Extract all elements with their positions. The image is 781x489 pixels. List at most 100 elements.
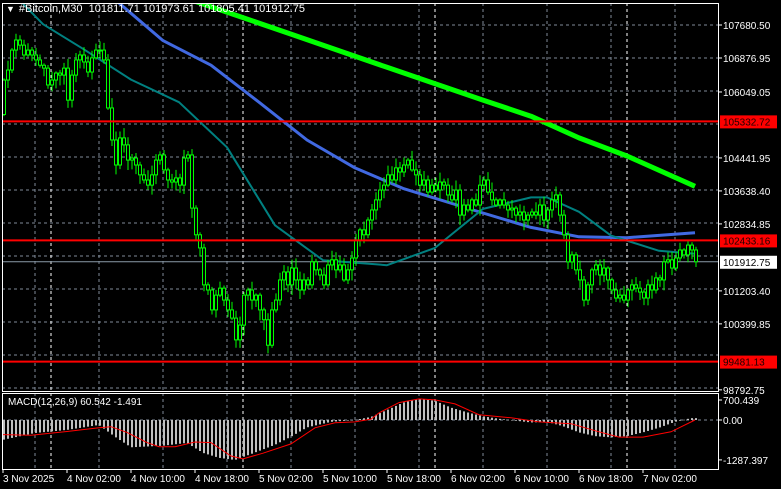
macd-histogram-bar xyxy=(163,420,165,446)
candle-body xyxy=(90,57,94,73)
candle-body xyxy=(14,39,18,51)
candle xyxy=(406,157,410,169)
macd-histogram-bar xyxy=(695,418,697,420)
candle xyxy=(350,251,354,281)
y-axis-label: 107680.50 xyxy=(723,21,771,32)
macd-histogram-bar xyxy=(399,404,401,420)
macd-histogram-bar xyxy=(303,420,305,430)
macd-histogram-bar xyxy=(323,420,325,424)
candle xyxy=(590,267,594,294)
candle-body xyxy=(102,49,106,61)
candle xyxy=(142,168,146,184)
candle-body xyxy=(142,174,146,181)
candle xyxy=(22,39,26,60)
macd-histogram-bar xyxy=(411,400,413,420)
macd-histogram-bar xyxy=(363,418,365,420)
macd-label: MACD(12,26,9) 60.542 -1.491 xyxy=(8,397,142,408)
candle xyxy=(86,55,90,78)
x-axis-label: 6 Nov 10:00 xyxy=(515,474,569,485)
macd-histogram-bar xyxy=(15,420,17,438)
candle xyxy=(302,273,306,295)
macd-histogram-bar xyxy=(503,419,505,420)
macd-histogram-bar xyxy=(499,418,501,420)
candle-body xyxy=(502,199,506,206)
candle xyxy=(562,209,566,239)
macd-histogram-bar xyxy=(79,420,81,428)
candle-body xyxy=(286,271,290,286)
macd-histogram-bar xyxy=(479,415,481,420)
macd-histogram-bar xyxy=(671,420,673,423)
candle-body xyxy=(610,279,614,291)
x-axis-label: 4 Nov 10:00 xyxy=(131,474,185,485)
macd-histogram-bar xyxy=(607,420,609,438)
macd-histogram-bar xyxy=(555,420,557,425)
candle xyxy=(294,258,298,289)
macd-histogram-bar xyxy=(291,420,293,437)
macd-histogram-bar xyxy=(11,420,13,438)
macd-histogram-bar xyxy=(247,420,249,456)
candle xyxy=(510,199,514,219)
candle-body xyxy=(166,169,170,181)
macd-histogram-bar xyxy=(199,420,201,451)
candle-body xyxy=(686,244,690,256)
macd-axis-label: 700.439 xyxy=(723,396,760,407)
candle xyxy=(102,42,106,64)
candle-body xyxy=(322,274,326,286)
macd-histogram-bar xyxy=(439,402,441,420)
macd-histogram-bar xyxy=(315,420,317,426)
candle xyxy=(410,150,414,172)
candle xyxy=(210,286,214,315)
candle xyxy=(610,277,614,295)
candle xyxy=(422,171,426,191)
candle-body xyxy=(130,157,134,161)
candle-body xyxy=(522,211,526,221)
macd-histogram-bar xyxy=(187,420,189,444)
macd-histogram-bar xyxy=(515,420,517,421)
candle-body xyxy=(106,59,110,109)
macd-histogram-bar xyxy=(443,404,445,420)
macd-histogram-bar xyxy=(379,413,381,420)
candle xyxy=(402,157,406,177)
macd-histogram-bar xyxy=(367,417,369,420)
macd-histogram-bar xyxy=(55,420,57,431)
macd-histogram-bar xyxy=(343,420,345,421)
candle-body xyxy=(146,179,150,186)
macd-histogram-bar xyxy=(415,399,417,420)
candle xyxy=(434,177,438,193)
candle xyxy=(174,169,178,191)
macd-histogram-bar xyxy=(47,420,49,432)
candle-body xyxy=(634,284,638,289)
macd-histogram-bar xyxy=(519,420,521,422)
candle-body xyxy=(446,184,450,196)
candle-body xyxy=(570,254,574,263)
candle-body xyxy=(410,159,414,171)
candle-body xyxy=(690,244,694,251)
candle xyxy=(650,275,654,299)
macd-histogram-bar xyxy=(31,420,33,434)
candle-body xyxy=(110,107,114,141)
candle-body xyxy=(478,184,482,206)
candle xyxy=(118,131,122,170)
candle xyxy=(114,131,118,175)
y-axis-label: 100399.85 xyxy=(723,320,771,331)
candle xyxy=(130,154,134,170)
candle xyxy=(494,197,498,207)
collapse-triangle-icon[interactable]: ▼ xyxy=(6,4,15,14)
candle-body xyxy=(186,154,190,159)
macd-histogram-bar xyxy=(319,420,321,425)
level-price-tag xyxy=(720,234,777,248)
candle xyxy=(550,191,554,218)
candle xyxy=(446,178,450,203)
candle xyxy=(46,65,50,89)
candle-body xyxy=(506,204,510,211)
macd-histogram-bar xyxy=(603,420,605,437)
macd-histogram-bar xyxy=(255,420,257,453)
macd-histogram-bar xyxy=(347,420,349,421)
candle xyxy=(478,175,482,216)
macd-histogram-bar xyxy=(667,420,669,425)
level-price-label: 102433.16 xyxy=(723,236,771,247)
candle-body xyxy=(150,174,154,186)
candle-body xyxy=(326,264,330,286)
candle-body xyxy=(66,67,70,101)
